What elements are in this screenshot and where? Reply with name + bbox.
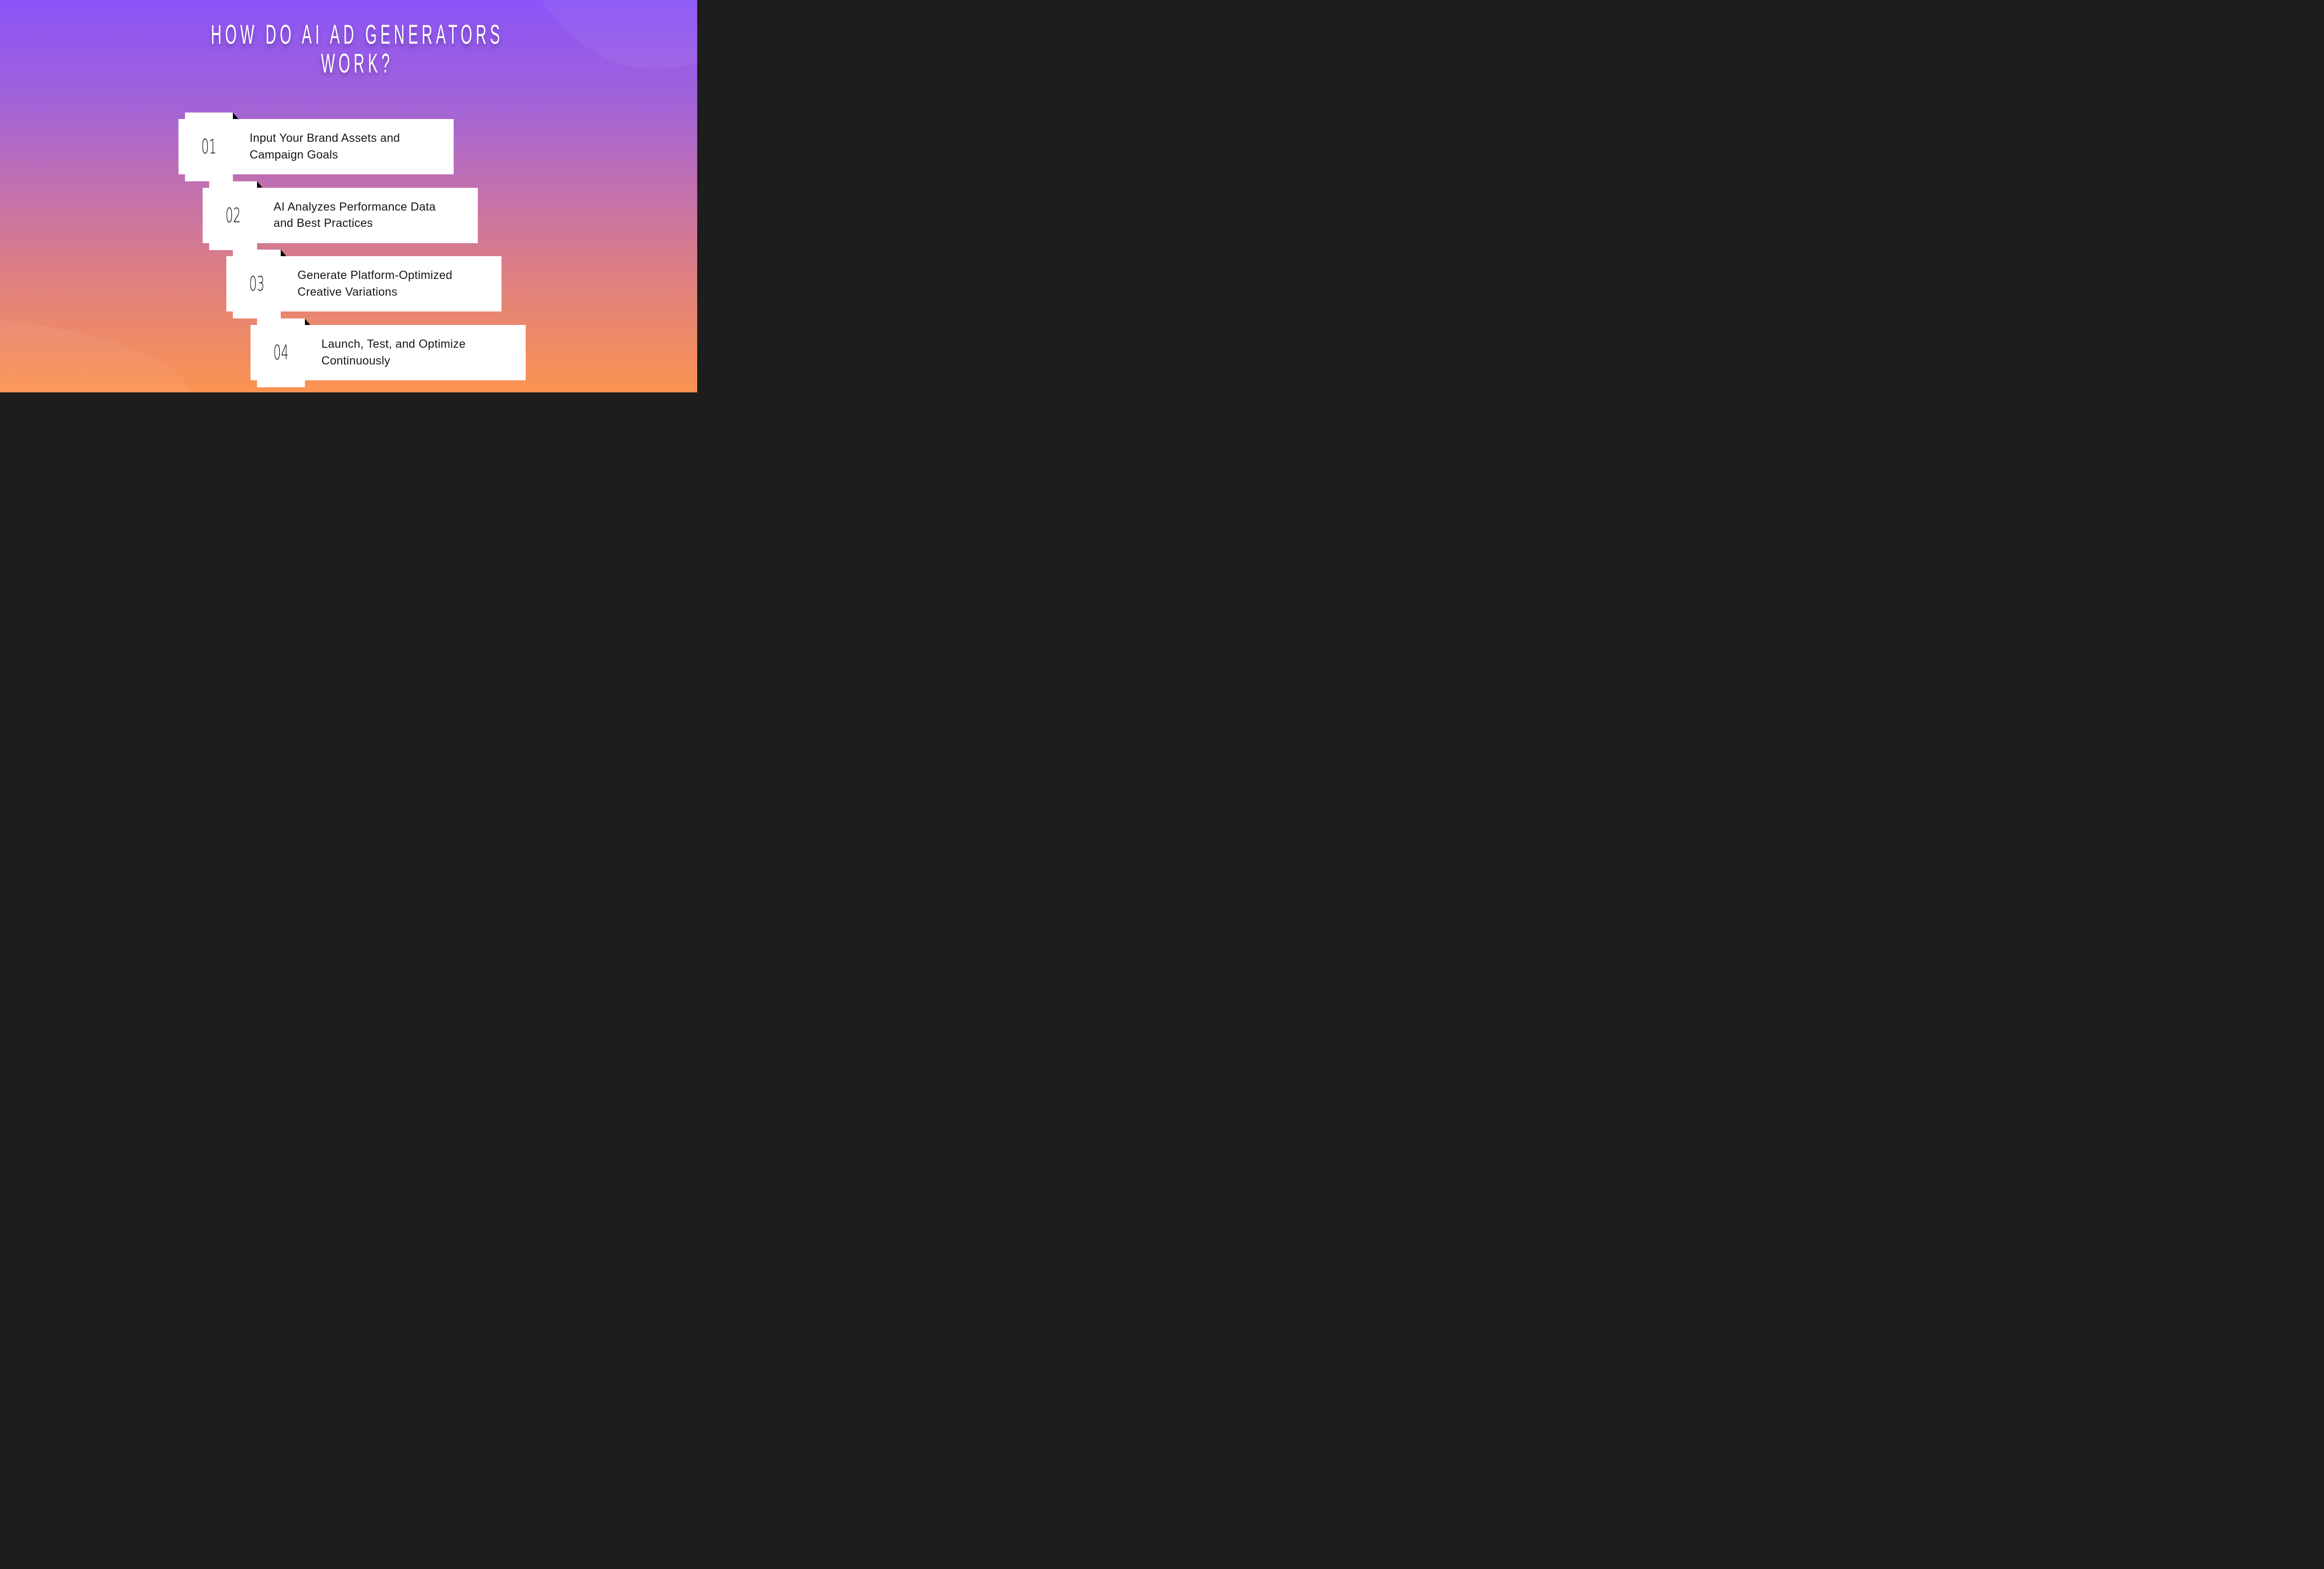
- step-card-3: 03 Generate Platform-Optimized Creative …: [226, 250, 502, 318]
- step-4-line-2: Continuously: [321, 354, 390, 367]
- page-title: HOW DO AI AD GENERATORS WORK?: [8, 20, 697, 78]
- step-3-line-1: Generate Platform-Optimized: [297, 269, 453, 282]
- title-line-2: WORK?: [321, 48, 393, 79]
- title-line-1: HOW DO AI AD GENERATORS: [211, 20, 503, 50]
- step-card-2: 02 AI Analyzes Performance Data and Best…: [202, 181, 478, 250]
- step-2-number: 02: [225, 204, 241, 227]
- step-card-1: 01 Input Your Brand Assets and Campaign …: [178, 113, 454, 181]
- step-3-line-2: Creative Variations: [297, 285, 398, 298]
- step-1-number: 01: [201, 135, 217, 159]
- step-4-number-tab: 04: [257, 318, 305, 387]
- top-right-blob: [541, 0, 697, 69]
- step-2-line-1: AI Analyzes Performance Data: [273, 200, 436, 213]
- step-3-number-tab: 03: [233, 250, 281, 318]
- step-1-label: Input Your Brand Assets and Campaign Goa…: [250, 119, 447, 174]
- step-2-label: AI Analyzes Performance Data and Best Pr…: [274, 188, 471, 243]
- step-card-4: 04 Launch, Test, and Optimize Continuous…: [250, 318, 526, 387]
- step-3-label: Generate Platform-Optimized Creative Var…: [297, 256, 495, 311]
- step-3-number: 03: [249, 272, 264, 296]
- step-1-line-1: Input Your Brand Assets and: [250, 132, 400, 145]
- step-4-number: 04: [273, 341, 289, 364]
- step-2-line-2: and Best Practices: [273, 217, 373, 230]
- step-4-label: Launch, Test, and Optimize Continuously: [322, 325, 519, 380]
- step-4-line-1: Launch, Test, and Optimize: [321, 338, 466, 351]
- background-blobs: [0, 0, 697, 392]
- step-2-number-tab: 02: [209, 181, 257, 250]
- infographic-canvas: HOW DO AI AD GENERATORS WORK? 01 Input Y…: [0, 0, 697, 392]
- step-1-number-tab: 01: [185, 113, 233, 181]
- step-1-line-2: Campaign Goals: [250, 148, 338, 161]
- bottom-left-blob: [0, 319, 191, 392]
